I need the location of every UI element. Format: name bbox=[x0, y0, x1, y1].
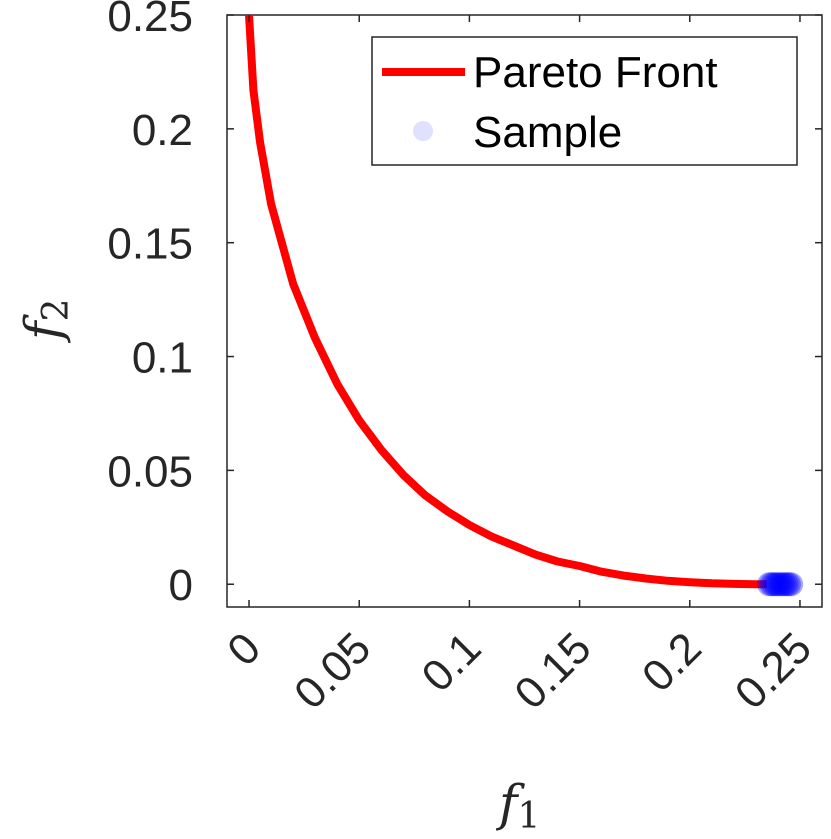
sample-point bbox=[779, 572, 804, 597]
legend: Pareto Front Sample bbox=[371, 36, 798, 166]
legend-pareto-label: Pareto Front bbox=[473, 48, 718, 97]
y-tick-label: 0.05 bbox=[107, 447, 193, 496]
y-tick-labels: 0 0.05 0.1 0.15 0.2 0.25 bbox=[107, 0, 193, 610]
sample-point bbox=[772, 572, 797, 597]
y-tick-label: 0.1 bbox=[132, 334, 193, 383]
sample-point bbox=[765, 572, 790, 597]
sample-point bbox=[759, 572, 784, 597]
y-axis-label: f2 bbox=[14, 299, 77, 344]
legend-sample-label: Sample bbox=[473, 108, 622, 157]
sample-point bbox=[763, 572, 788, 597]
series-layer bbox=[245, 14, 804, 597]
sample-point bbox=[757, 572, 782, 597]
legend-sample-swatch bbox=[413, 121, 433, 141]
y-tick-label: 0.25 bbox=[107, 0, 193, 41]
pareto-front-line bbox=[245, 14, 767, 589]
sample-point bbox=[770, 572, 795, 597]
ticks-layer bbox=[227, 14, 822, 607]
y-tick-label: 0.2 bbox=[132, 106, 193, 155]
sample-point bbox=[774, 572, 799, 597]
legend-box bbox=[371, 36, 798, 166]
sample-point bbox=[776, 572, 801, 597]
sample-point bbox=[768, 572, 793, 597]
y-tick-label: 0 bbox=[169, 561, 193, 610]
y-tick-label: 0.15 bbox=[107, 220, 193, 269]
sample-point bbox=[761, 572, 786, 597]
